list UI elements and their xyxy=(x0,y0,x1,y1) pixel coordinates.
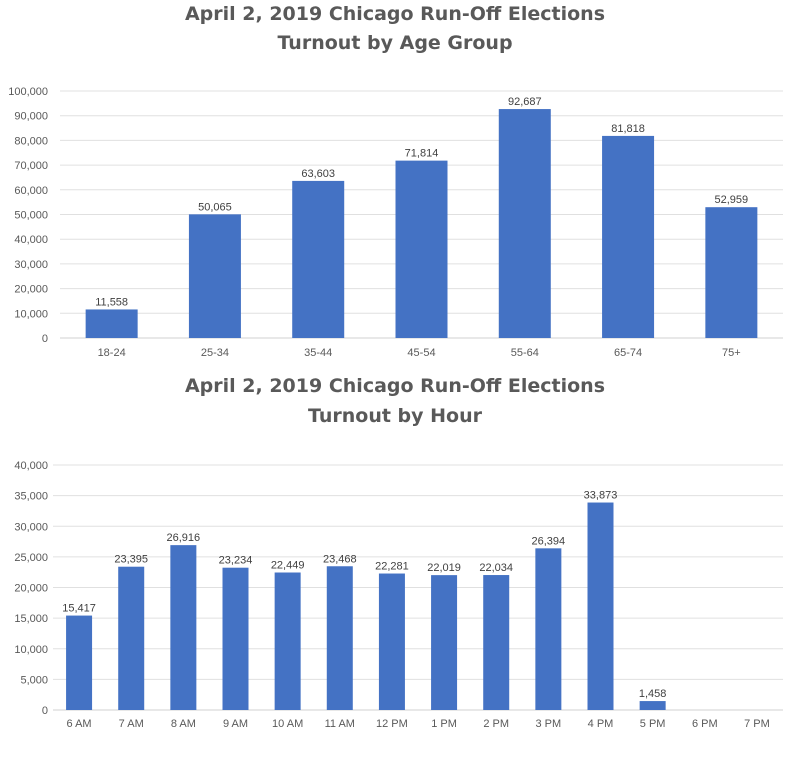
hour-bar xyxy=(222,567,249,710)
hour-bar xyxy=(587,502,614,710)
age-y-tick-label: 90,000 xyxy=(14,111,48,123)
hour-x-tick-label: 6 PM xyxy=(692,718,718,730)
hour-data-label: 22,449 xyxy=(271,559,305,571)
age-x-tick-label: 18-24 xyxy=(98,347,126,359)
hour-bar xyxy=(326,566,353,710)
hour-bar xyxy=(66,615,93,710)
hour-y-tick-label: 35,000 xyxy=(14,491,48,503)
age-x-tick-label: 35-44 xyxy=(304,347,332,359)
age-x-tick-label: 65-74 xyxy=(614,347,642,359)
hour-x-tick-label: 2 PM xyxy=(483,718,509,730)
hour-data-label: 26,394 xyxy=(532,535,566,547)
age-data-label: 63,603 xyxy=(301,168,335,180)
hour-data-label: 23,234 xyxy=(219,555,253,567)
hour-y-tick-label: 30,000 xyxy=(14,521,48,533)
hour-x-tick-label: 12 PM xyxy=(376,718,408,730)
age-bar xyxy=(498,109,551,338)
hour-bar xyxy=(483,575,510,710)
age-bar xyxy=(395,160,448,338)
age-y-tick-label: 40,000 xyxy=(14,234,48,246)
hour-x-tick-label: 1 PM xyxy=(431,718,457,730)
hour-y-tick-label: 20,000 xyxy=(14,583,48,595)
age-bar xyxy=(188,214,241,338)
hour-bar xyxy=(431,575,458,710)
hour-data-label: 22,034 xyxy=(479,562,513,574)
hour-y-tick-label: 10,000 xyxy=(14,644,48,656)
hour-y-tick-label: 15,000 xyxy=(14,613,48,625)
age-bar xyxy=(705,207,758,338)
hour-x-tick-label: 3 PM xyxy=(536,718,562,730)
hour-bar xyxy=(639,701,666,710)
hour-y-tick-label: 40,000 xyxy=(14,460,48,472)
hour-x-tick-label: 9 AM xyxy=(223,718,248,730)
hour-bar xyxy=(274,572,301,710)
age-y-tick-label: 30,000 xyxy=(14,259,48,271)
hour-bar xyxy=(118,566,145,710)
age-y-tick-label: 60,000 xyxy=(14,185,48,197)
hour-x-tick-label: 10 AM xyxy=(272,718,303,730)
age-y-tick-label: 10,000 xyxy=(14,308,48,320)
age-chart-subtitle: Turnout by Age Group xyxy=(277,32,512,54)
hour-x-tick-label: 7 AM xyxy=(119,718,144,730)
hour-data-label: 22,281 xyxy=(375,561,409,573)
hour-y-tick-label: 5,000 xyxy=(20,674,48,686)
hour-data-label: 33,873 xyxy=(584,490,618,502)
hour-y-tick-label: 0 xyxy=(42,705,48,717)
age-y-tick-label: 70,000 xyxy=(14,160,48,172)
age-y-tick-label: 50,000 xyxy=(14,210,48,222)
hour-data-label: 1,458 xyxy=(639,688,667,700)
age-bar xyxy=(602,135,655,338)
hour-chart-subtitle: Turnout by Hour xyxy=(308,405,483,427)
age-chart-title: April 2, 2019 Chicago Run-Off Elections xyxy=(185,3,605,25)
age-y-tick-label: 20,000 xyxy=(14,284,48,296)
age-data-label: 71,814 xyxy=(405,148,439,160)
hour-bar xyxy=(378,573,405,710)
hour-data-label: 23,395 xyxy=(114,554,148,566)
age-x-tick-label: 25-34 xyxy=(201,347,229,359)
hour-x-tick-label: 7 PM xyxy=(744,718,770,730)
hour-data-label: 23,468 xyxy=(323,553,357,565)
hour-data-label: 26,916 xyxy=(167,532,201,544)
age-x-tick-label: 45-54 xyxy=(407,347,435,359)
age-x-tick-label: 55-64 xyxy=(511,347,539,359)
age-data-label: 52,959 xyxy=(715,194,749,206)
age-data-label: 92,687 xyxy=(508,96,542,108)
age-data-label: 11,558 xyxy=(95,296,128,308)
hour-x-tick-label: 6 AM xyxy=(67,718,92,730)
hour-x-tick-label: 5 PM xyxy=(640,718,666,730)
hour-bar xyxy=(170,545,197,710)
age-data-label: 50,065 xyxy=(198,201,232,213)
hour-x-tick-label: 11 AM xyxy=(325,718,355,730)
hour-x-tick-label: 4 PM xyxy=(588,718,614,730)
hour-data-label: 15,417 xyxy=(62,603,96,615)
age-bar xyxy=(292,180,345,338)
age-y-tick-label: 80,000 xyxy=(14,135,48,147)
hour-chart-title: April 2, 2019 Chicago Run-Off Elections xyxy=(185,375,605,397)
age-y-tick-label: 100,000 xyxy=(8,86,48,98)
hour-data-label: 22,019 xyxy=(427,562,461,574)
age-bar xyxy=(85,309,138,338)
age-x-tick-label: 75+ xyxy=(722,347,741,359)
hour-x-tick-label: 8 AM xyxy=(171,718,196,730)
age-y-tick-label: 0 xyxy=(42,333,48,345)
age-data-label: 81,818 xyxy=(611,123,645,135)
hour-bar xyxy=(535,548,562,710)
hour-y-tick-label: 25,000 xyxy=(14,552,48,564)
